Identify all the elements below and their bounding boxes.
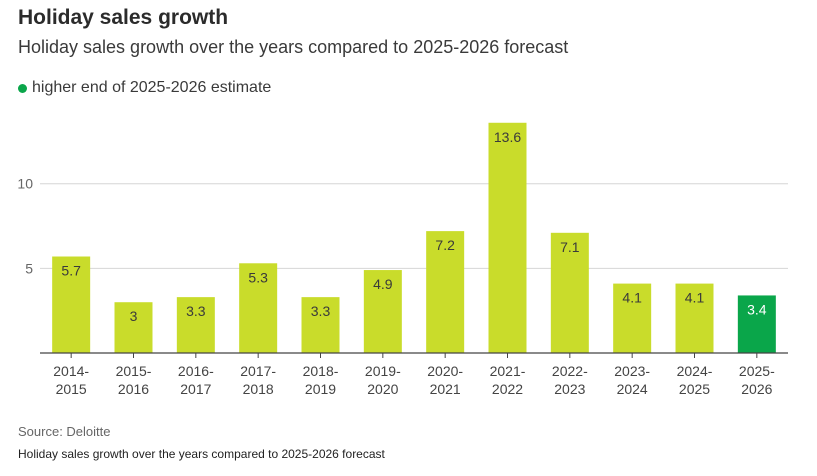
x-tick-label: 2015-2016 [116,363,152,397]
x-tick-label: 2020-2021 [427,363,463,397]
footnote: Holiday sales growth over the years comp… [18,447,385,461]
legend: higher end of 2025-2026 estimate [18,79,271,97]
bar [114,302,153,353]
x-tick-label: 2019-2020 [365,363,401,397]
bar [550,232,589,353]
bar-value-label: 3.4 [747,301,767,317]
bar [301,297,340,353]
bar-value-label: 4.9 [373,276,393,292]
bar [52,256,91,353]
bar-value-label: 13.6 [494,129,521,145]
bar-value-label: 7.1 [560,239,580,255]
bar-value-label: 4.1 [622,290,642,306]
x-tick-label: 2016-2017 [178,363,214,397]
bar-value-label: 3 [130,308,138,324]
x-tick-label: 2023-2024 [614,363,650,397]
bar [426,231,465,353]
legend-label: higher end of 2025-2026 estimate [32,79,272,96]
bar-value-label: 5.3 [248,269,268,285]
legend-dot-icon [18,83,27,93]
x-tick-label: 2022-2023 [552,363,588,397]
bar-value-label: 5.7 [61,263,81,279]
bar-value-label: 4.1 [685,290,705,306]
x-tick-label: 2014-2015 [53,363,89,397]
x-tick-label: 2021-2022 [490,363,526,397]
bar-chart: 5 10 5.7 2014-2015 3 2015-2016 3.3 2016-2017 5.3… [17,122,788,397]
bar [176,297,215,353]
y-tick-label: 10 [17,176,33,192]
bar [737,295,776,353]
bar [363,270,402,353]
x-tick-label: 2025-2026 [739,363,775,397]
bar [675,283,714,353]
bar [239,263,278,353]
x-tick-label: 2018-2019 [303,363,339,397]
bar [613,283,652,353]
x-tick-label: 2024-2025 [677,363,713,397]
x-tick-label: 2017-2018 [240,363,276,397]
chart-title: Holiday sales growth [18,6,229,29]
chart-subtitle: Holiday sales growth over the years comp… [18,37,569,57]
y-tick-label: 5 [25,260,33,276]
bar-value-label: 3.3 [186,303,206,319]
bar-value-label: 7.2 [435,237,455,253]
source-note: Source: Deloitte [18,424,111,439]
bar-value-label: 3.3 [311,303,331,319]
bar [488,122,527,354]
